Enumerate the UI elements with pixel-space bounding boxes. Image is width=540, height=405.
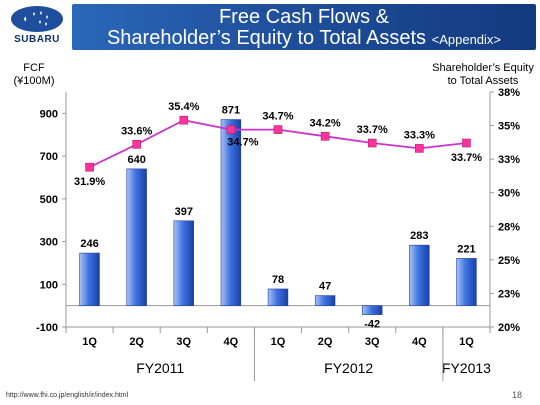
equity-ratio-label: 35.4% xyxy=(168,101,199,113)
header: SUBARU Free Cash Flows & Shareholder’s E… xyxy=(0,0,540,57)
group-label: FY2013 xyxy=(442,360,491,376)
right-tick-label: 20% xyxy=(498,322,520,334)
page-title-line2: Shareholder’s Equity to Total Assets <Ap… xyxy=(72,27,536,51)
equity-ratio-point xyxy=(85,162,94,172)
equity-ratio-point xyxy=(367,138,377,148)
left-tick-label: 500 xyxy=(40,194,58,206)
equity-ratio-point xyxy=(226,125,236,134)
fcf-bar-label: 221 xyxy=(457,243,475,255)
equity-ratio-label: 33.7% xyxy=(451,152,482,164)
right-tick-label: 25% xyxy=(498,255,520,267)
left-tick-label: 300 xyxy=(40,237,58,249)
left-axis-title: FCF (¥100M) xyxy=(2,62,66,88)
page-title-suffix: <Appendix> xyxy=(431,32,502,47)
equity-ratio-label: 34.7% xyxy=(227,137,258,149)
group-label: FY2011 xyxy=(136,360,184,376)
left-tick-label: 700 xyxy=(40,151,58,163)
category-label: 2Q xyxy=(318,336,333,348)
fcf-bar xyxy=(409,244,430,306)
right-axis-title-line1: Shareholder’s Equity xyxy=(432,62,534,74)
equity-ratio-point xyxy=(320,132,330,141)
fcf-bar xyxy=(173,220,194,306)
equity-ratio-point xyxy=(415,144,424,153)
right-tick-label: 38% xyxy=(498,87,520,99)
fcf-bar xyxy=(267,288,289,306)
right-tick-label: 23% xyxy=(498,288,520,300)
equity-ratio-point xyxy=(273,125,283,134)
fcf-bar-label: 78 xyxy=(272,274,284,286)
page-title-line2-text: Shareholder’s Equity to Total Assets xyxy=(106,27,427,49)
equity-ratio-label: 31.9% xyxy=(74,176,105,188)
left-axis-title-line2: (¥100M) xyxy=(13,75,55,87)
fcf-bar-label: 47 xyxy=(319,281,331,293)
left-axis-title-line1: FCF xyxy=(23,62,45,74)
left-tick-label: 100 xyxy=(40,279,58,291)
category-label: 2Q xyxy=(129,336,144,348)
fcf-bar xyxy=(314,295,336,306)
right-tick-label: 33% xyxy=(498,154,520,166)
group-label: FY2012 xyxy=(324,360,373,376)
category-label: 4Q xyxy=(412,336,427,348)
right-tick-label: 28% xyxy=(498,221,520,233)
equity-ratio-label: 34.7% xyxy=(262,111,293,123)
category-label: 4Q xyxy=(224,336,239,348)
page-number: 18 xyxy=(511,390,522,400)
fcf-bar-label: -42 xyxy=(364,319,380,331)
subaru-star-icon xyxy=(11,6,63,32)
fcf-bar xyxy=(79,252,100,306)
fcf-bar xyxy=(220,119,242,306)
right-axis-title: Shareholder’s Equity to Total Assets xyxy=(428,62,538,88)
equity-ratio-point xyxy=(179,115,189,125)
fcf-bar-label: 246 xyxy=(80,238,98,250)
page-title-line1: Free Cash Flows & xyxy=(218,6,390,28)
footer-url[interactable]: http://www.fhi.co.jp/english/ir/index.ht… xyxy=(6,392,129,399)
fcf-bar xyxy=(126,168,147,306)
fcf-bar-label: 871 xyxy=(222,105,240,117)
equity-ratio-label: 34.2% xyxy=(310,117,341,129)
fcf-bar-label: 640 xyxy=(127,154,145,166)
right-axis-title-line2: to Total Assets xyxy=(447,75,519,87)
category-label: 1Q xyxy=(82,336,97,348)
equity-ratio-label: 33.6% xyxy=(121,125,152,137)
right-tick-label: 30% xyxy=(498,188,520,200)
title-bar: Free Cash Flows & Shareholder’s Equity t… xyxy=(72,4,536,50)
left-tick-label: 900 xyxy=(40,108,58,120)
fcf-bar-label: 397 xyxy=(175,206,193,218)
equity-ratio-label: 33.7% xyxy=(357,124,388,136)
left-tick-label: -100 xyxy=(36,322,58,334)
equity-ratio-point xyxy=(462,138,471,148)
equity-ratio-point xyxy=(132,140,141,149)
logo-text: SUBARU xyxy=(14,34,60,45)
subaru-logo: SUBARU xyxy=(6,4,68,50)
category-label: 3Q xyxy=(176,336,191,348)
right-tick-label: 35% xyxy=(498,121,520,133)
fcf-bar xyxy=(362,305,383,315)
fcf-bar xyxy=(456,258,477,306)
fcf-bar-label: 283 xyxy=(410,230,428,242)
category-label: 1Q xyxy=(459,336,474,348)
equity-ratio-label: 33.3% xyxy=(404,129,435,141)
category-label: 3Q xyxy=(365,336,380,348)
category-label: 1Q xyxy=(271,336,286,348)
